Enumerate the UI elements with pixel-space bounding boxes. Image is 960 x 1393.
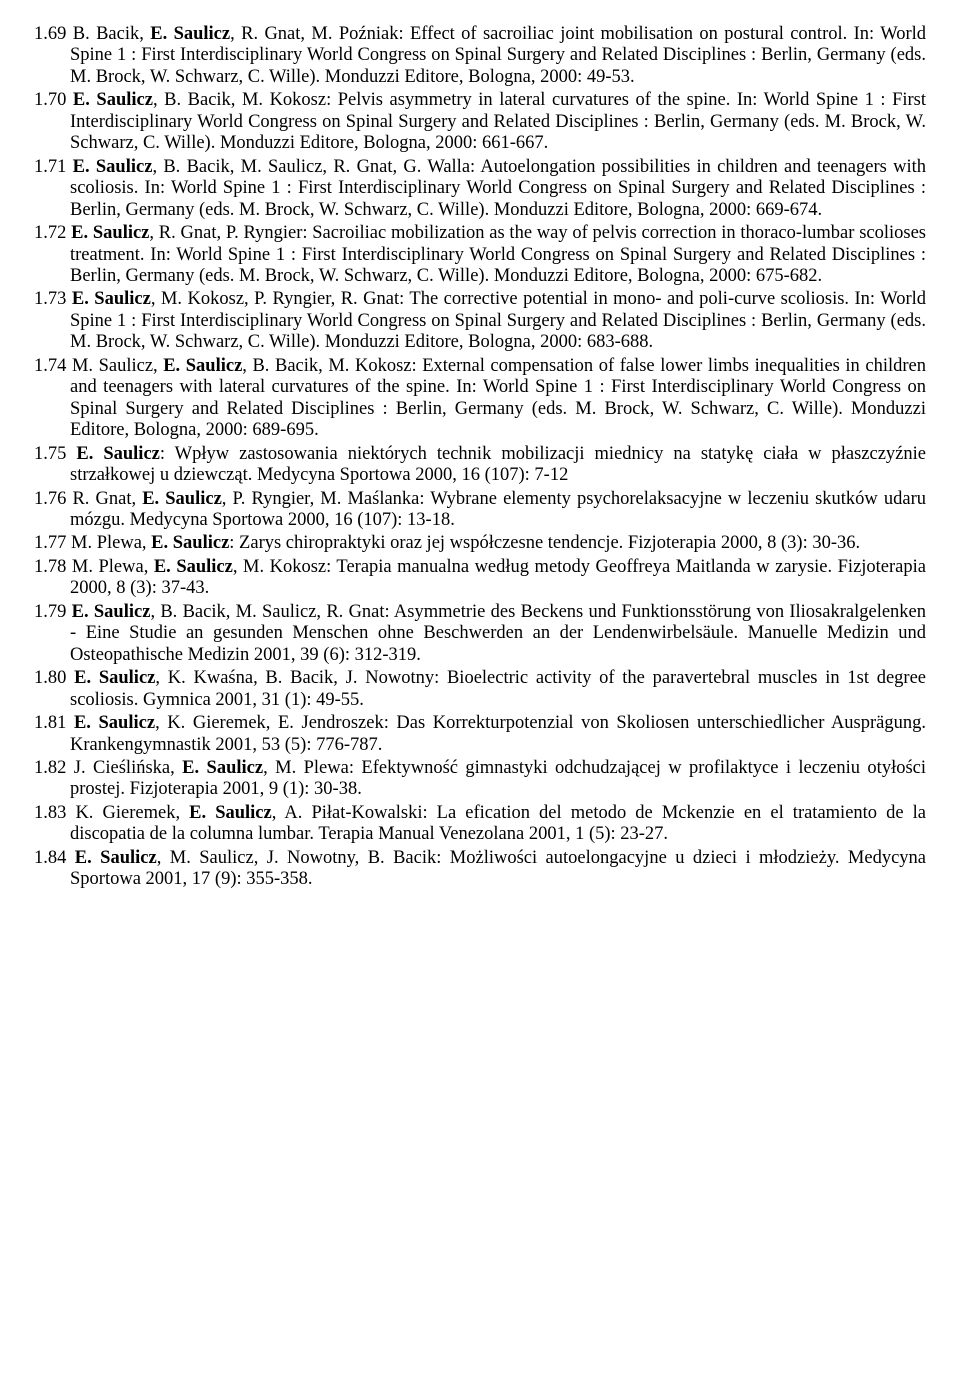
author-highlight: E. Saulicz xyxy=(72,289,151,309)
reference-entry: 1.72 E. Saulicz, R. Gnat, P. Ryngier: Sa… xyxy=(34,223,926,287)
author-highlight: E. Saulicz xyxy=(154,557,233,577)
entry-text: B. Bacik, xyxy=(66,24,150,44)
entry-text: , K. Kwaśna, B. Bacik, J. Nowotny: Bioel… xyxy=(70,668,926,709)
entry-number: 1.83 xyxy=(34,803,66,823)
reference-entry: 1.81 E. Saulicz, K. Gieremek, E. Jendros… xyxy=(34,713,926,756)
entry-number: 1.70 xyxy=(34,90,66,110)
author-highlight: E. Saulicz xyxy=(72,602,151,622)
entry-number: 1.82 xyxy=(34,758,66,778)
author-highlight: E. Saulicz xyxy=(71,223,149,243)
reference-entry: 1.80 E. Saulicz, K. Kwaśna, B. Bacik, J.… xyxy=(34,668,926,711)
entry-number: 1.78 xyxy=(34,557,66,577)
entry-text: , K. Gieremek, E. Jendroszek: Das Korrek… xyxy=(70,713,926,754)
reference-entry: 1.69 B. Bacik, E. Saulicz, R. Gnat, M. P… xyxy=(34,24,926,88)
reference-entry: 1.84 E. Saulicz, M. Saulicz, J. Nowotny,… xyxy=(34,848,926,891)
reference-entry: 1.74 M. Saulicz, E. Saulicz, B. Bacik, M… xyxy=(34,356,926,442)
author-highlight: E. Saulicz xyxy=(163,356,242,376)
author-highlight: E. Saulicz xyxy=(73,157,153,177)
author-highlight: E. Saulicz xyxy=(182,758,263,778)
reference-entry: 1.82 J. Cieślińska, E. Saulicz, M. Plewa… xyxy=(34,758,926,801)
entry-number: 1.81 xyxy=(34,713,66,733)
reference-entry: 1.70 E. Saulicz, B. Bacik, M. Kokosz: Pe… xyxy=(34,90,926,154)
entry-text xyxy=(66,444,76,464)
reference-entry: 1.76 R. Gnat, E. Saulicz, P. Ryngier, M.… xyxy=(34,489,926,532)
reference-entry: 1.71 E. Saulicz, B. Bacik, M. Saulicz, R… xyxy=(34,157,926,221)
entry-text: M. Plewa, xyxy=(66,557,153,577)
author-highlight: E. Saulicz xyxy=(150,24,230,44)
entry-text xyxy=(66,713,74,733)
entry-text: J. Cieślińska, xyxy=(66,758,182,778)
entry-number: 1.73 xyxy=(34,289,66,309)
entry-text: , R. Gnat, P. Ryngier: Sacroiliac mobili… xyxy=(70,223,926,286)
entry-number: 1.76 xyxy=(34,489,66,509)
entry-number: 1.77 xyxy=(34,533,66,553)
entry-text: , M. Saulicz, J. Nowotny, B. Bacik: Możl… xyxy=(70,848,926,889)
author-highlight: E. Saulicz xyxy=(189,803,272,823)
author-highlight: E. Saulicz xyxy=(151,533,229,553)
reference-entry: 1.73 E. Saulicz, M. Kokosz, P. Ryngier, … xyxy=(34,289,926,353)
entry-number: 1.74 xyxy=(34,356,66,376)
entry-text: : Wpływ zastosowania niektórych technik … xyxy=(70,444,926,485)
author-highlight: E. Saulicz xyxy=(74,713,155,733)
entry-number: 1.71 xyxy=(34,157,66,177)
entry-number: 1.80 xyxy=(34,668,66,688)
reference-list: 1.69 B. Bacik, E. Saulicz, R. Gnat, M. P… xyxy=(34,24,926,891)
entry-number: 1.69 xyxy=(34,24,66,44)
entry-text: , M. Kokosz, P. Ryngier, R. Gnat: The co… xyxy=(70,289,926,352)
author-highlight: E. Saulicz xyxy=(74,668,155,688)
entry-text: M. Saulicz, xyxy=(66,356,163,376)
entry-text: K. Gieremek, xyxy=(66,803,189,823)
reference-entry: 1.75 E. Saulicz: Wpływ zastosowania niek… xyxy=(34,444,926,487)
reference-entry: 1.83 K. Gieremek, E. Saulicz, A. Piłat-K… xyxy=(34,803,926,846)
entry-number: 1.72 xyxy=(34,223,66,243)
entry-text: : Zarys chiropraktyki oraz jej współczes… xyxy=(229,533,860,553)
reference-entry: 1.77 M. Plewa, E. Saulicz: Zarys chiropr… xyxy=(34,533,926,554)
entry-text: , B. Bacik, M. Kokosz: Pelvis asymmetry … xyxy=(70,90,926,153)
reference-entry: 1.79 E. Saulicz, B. Bacik, M. Saulicz, R… xyxy=(34,602,926,666)
entry-text: , B. Bacik, M. Saulicz, R. Gnat: Asymmet… xyxy=(70,602,926,665)
entry-text xyxy=(66,668,74,688)
author-highlight: E. Saulicz xyxy=(75,848,157,868)
entry-number: 1.75 xyxy=(34,444,66,464)
entry-text: M. Plewa, xyxy=(66,533,151,553)
entry-number: 1.84 xyxy=(34,848,66,868)
author-highlight: E. Saulicz xyxy=(76,444,160,464)
entry-text: R. Gnat, xyxy=(66,489,142,509)
author-highlight: E. Saulicz xyxy=(73,90,153,110)
reference-entry: 1.78 M. Plewa, E. Saulicz, M. Kokosz: Te… xyxy=(34,557,926,600)
entry-number: 1.79 xyxy=(34,602,66,622)
author-highlight: E. Saulicz xyxy=(142,489,222,509)
entry-text xyxy=(66,848,74,868)
entry-text: , B. Bacik, M. Saulicz, R. Gnat, G. Wall… xyxy=(70,157,926,220)
